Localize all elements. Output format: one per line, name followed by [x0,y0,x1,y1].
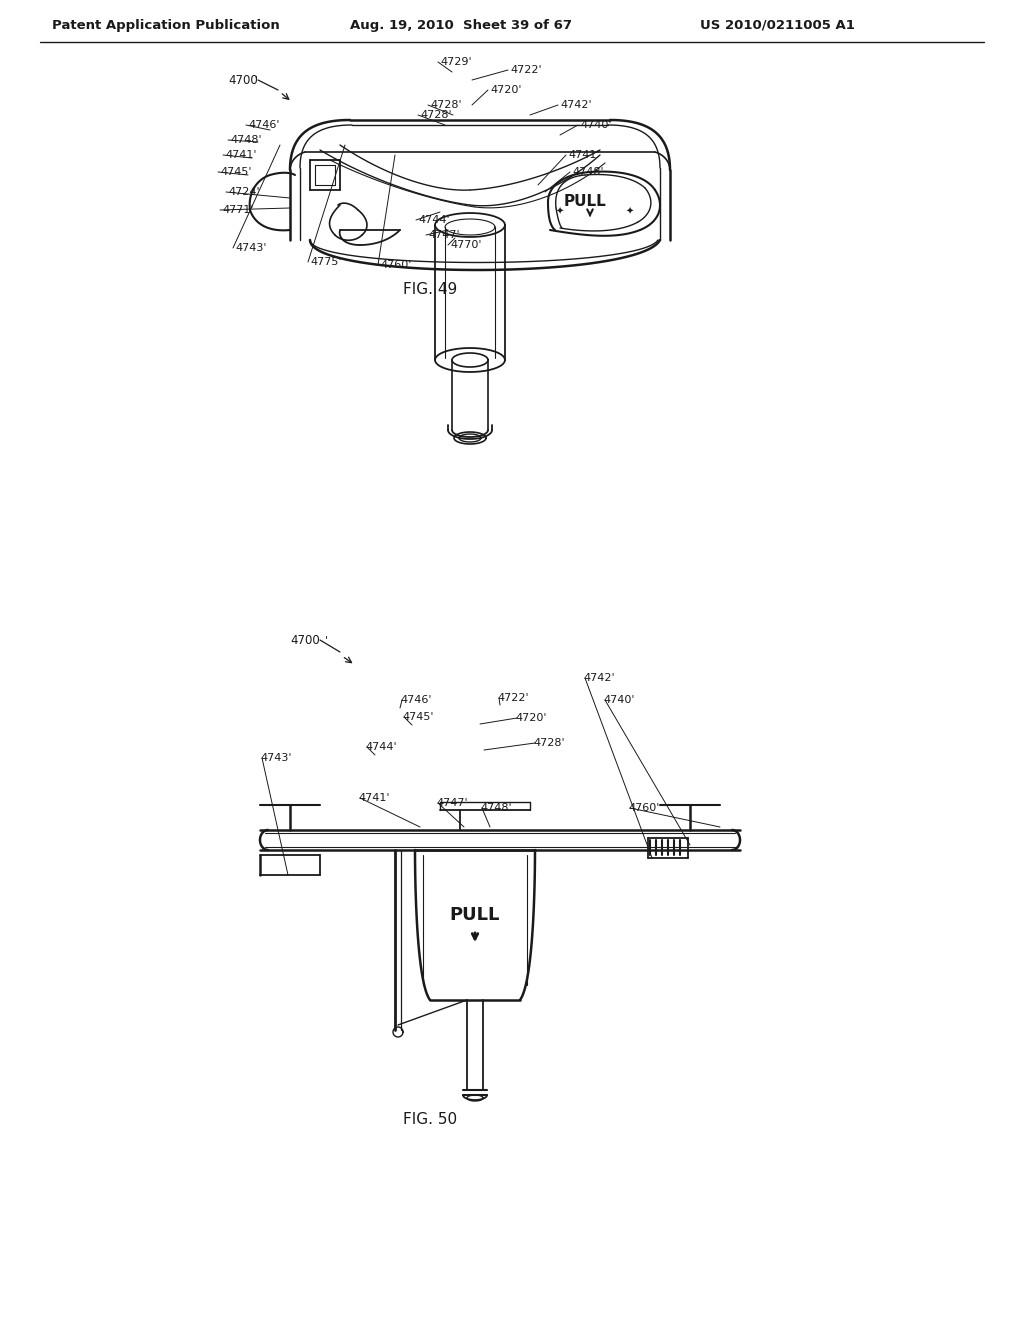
Text: 4722': 4722' [497,693,528,704]
Text: 4744': 4744' [365,742,396,752]
Text: 4745': 4745' [220,168,252,177]
Text: 4729': 4729' [440,57,472,67]
Text: PULL: PULL [450,906,500,924]
Text: 4748': 4748' [572,168,603,177]
Text: 4724': 4724' [228,187,260,197]
Text: ': ' [325,635,328,645]
Text: 4728': 4728' [534,738,564,748]
Text: 4746': 4746' [248,120,280,129]
Text: 4748': 4748' [230,135,261,145]
Text: 4760': 4760' [380,260,412,271]
Text: 4747': 4747' [428,230,460,240]
Text: 4722': 4722' [510,65,542,75]
Text: 4742': 4742' [560,100,592,110]
Text: 4728': 4728' [420,110,452,120]
Text: 4742': 4742' [583,673,614,682]
Text: 4760': 4760' [628,803,659,813]
Text: 4700: 4700 [228,74,258,87]
Text: ': ' [255,75,258,84]
Text: 4740': 4740' [603,696,635,705]
Text: FIG. 50: FIG. 50 [402,1113,457,1127]
Text: ✦: ✦ [626,207,634,216]
Text: US 2010/0211005 A1: US 2010/0211005 A1 [700,18,855,32]
Text: 4740': 4740' [580,120,611,129]
Text: 4770': 4770' [450,240,481,249]
Text: 4743': 4743' [234,243,266,253]
Text: 4747': 4747' [436,799,468,808]
Text: 4746': 4746' [400,696,431,705]
Text: 4720': 4720' [490,84,521,95]
Text: Aug. 19, 2010  Sheet 39 of 67: Aug. 19, 2010 Sheet 39 of 67 [350,18,572,32]
Text: 4720': 4720' [515,713,547,723]
Text: 4741': 4741' [225,150,256,160]
Text: 4744': 4744' [418,215,450,224]
Text: 4741': 4741' [358,793,389,803]
Text: 4741': 4741' [568,150,599,160]
Text: 4745': 4745' [402,711,433,722]
Text: 4743': 4743' [260,752,292,763]
Text: FIG. 49: FIG. 49 [402,282,457,297]
Text: 4775': 4775' [310,257,341,267]
Text: PULL: PULL [563,194,606,210]
Text: 4728': 4728' [430,100,462,110]
Text: 4771': 4771' [222,205,254,215]
Text: ✦: ✦ [556,207,564,216]
Text: 4700: 4700 [290,634,319,647]
Text: Patent Application Publication: Patent Application Publication [52,18,280,32]
Text: 4748': 4748' [480,803,512,813]
